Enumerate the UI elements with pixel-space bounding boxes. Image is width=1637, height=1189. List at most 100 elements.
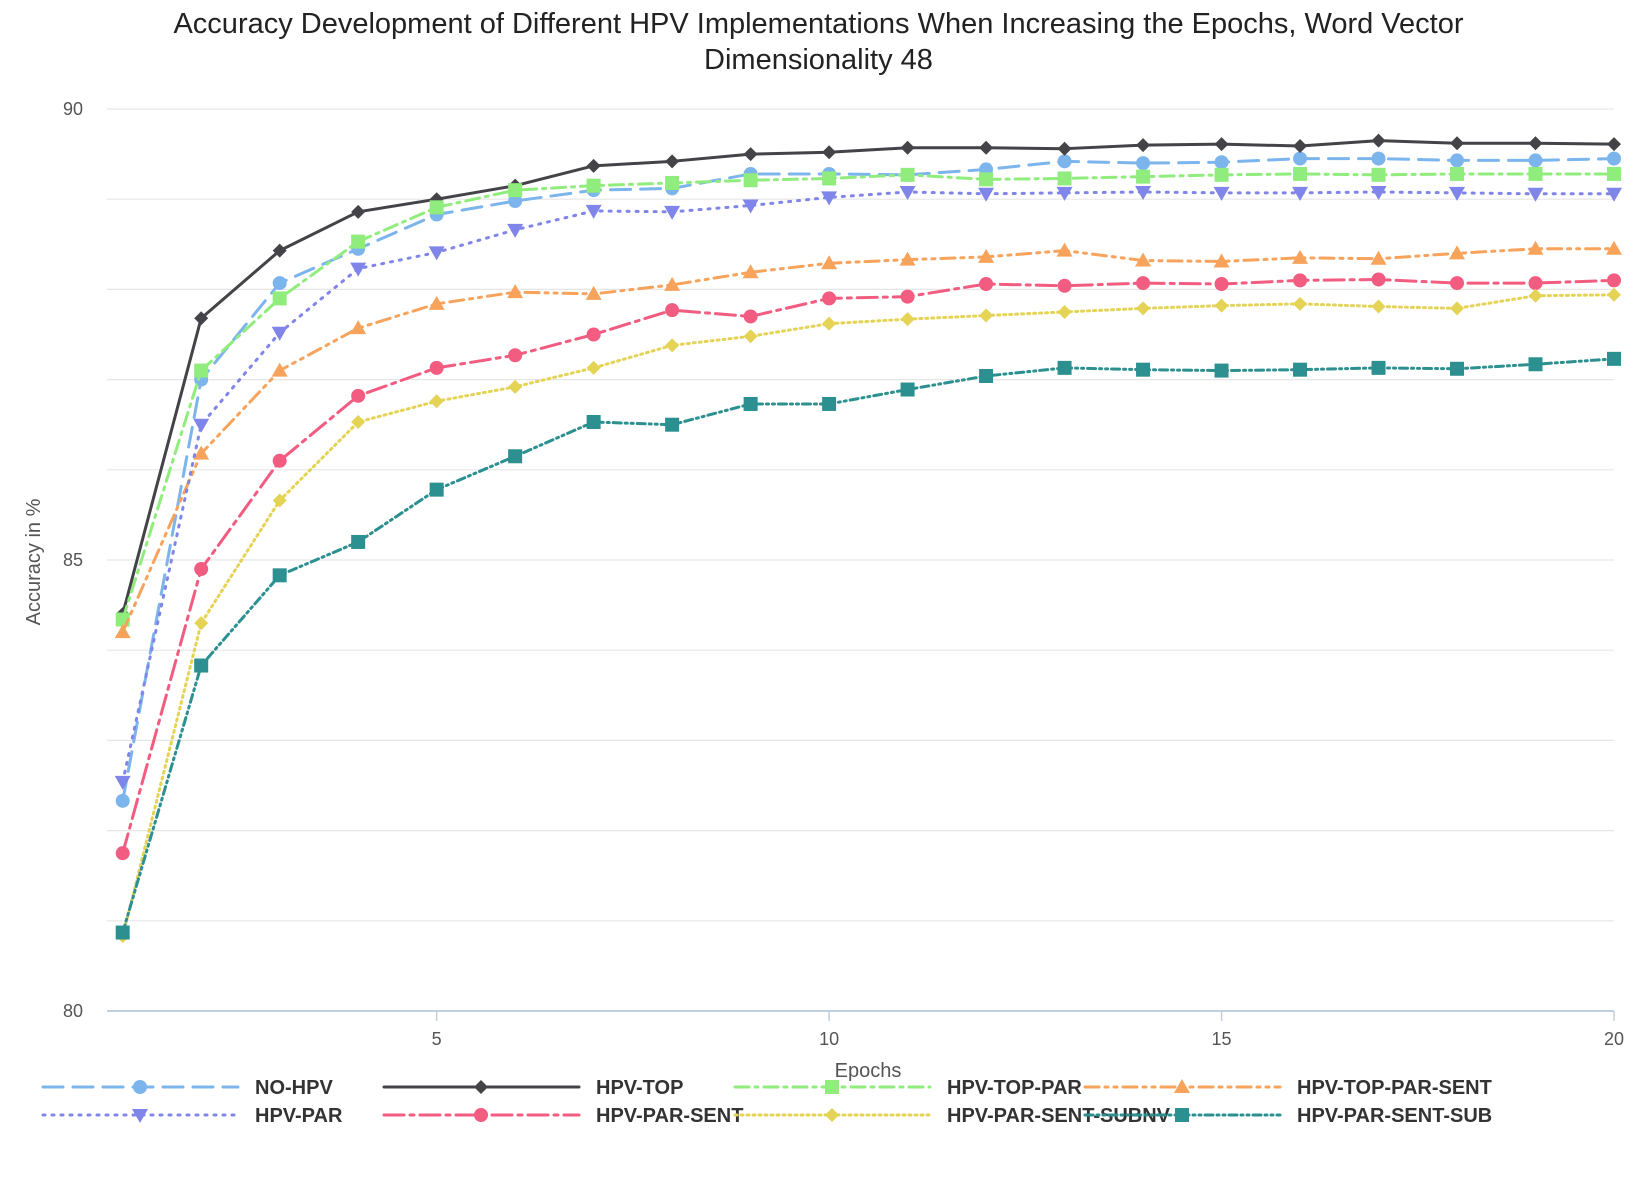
data-point [1607,166,1621,181]
data-point [194,616,209,631]
data-point [586,178,601,193]
data-point [1527,240,1544,255]
data-point [1136,169,1151,184]
series-hpv-top [115,133,1621,622]
data-point [1528,276,1543,291]
data-point [1528,288,1543,303]
data-point [272,453,287,468]
data-point [115,793,130,808]
x-tick-label: 15 [1212,1029,1232,1049]
data-point [821,191,838,206]
data-point [664,205,681,220]
data-point [585,204,602,219]
series-no-hpv [115,151,1621,808]
data-point [665,175,680,190]
data-point [507,284,524,299]
data-point [350,320,367,335]
data-point [1528,136,1543,151]
data-point [1527,187,1544,202]
data-point [1371,151,1386,166]
chart-title: Accuracy Development of Different HPV Im… [0,6,1637,78]
data-point [822,396,837,411]
data-point [1057,360,1072,375]
y-tick-label: 80 [63,1001,83,1021]
y-tick-label: 90 [63,99,83,119]
series-line [121,157,1616,803]
data-point [1136,301,1151,316]
data-point [1371,360,1386,375]
data-point [743,147,758,162]
legend-marker [1174,1079,1190,1093]
chart-title-line-1: Accuracy Development of Different HPV Im… [173,8,1464,40]
data-point [1450,153,1465,168]
data-point [822,316,837,331]
data-point [1607,351,1621,366]
data-point [1213,253,1230,268]
legend-item[interactable]: HPV-PAR-SENT [382,1105,743,1127]
data-point [1370,250,1387,265]
data-point [271,326,288,341]
data-point [115,925,130,940]
legend-marker [825,1080,839,1094]
legend-item[interactable]: HPV-TOP [382,1077,683,1099]
data-point [900,312,915,327]
data-point [1292,186,1309,201]
data-point [1528,153,1543,168]
data-point [271,362,288,377]
data-point [743,329,758,344]
data-point [1449,186,1466,201]
x-axis-title: Epochs [835,1060,902,1082]
data-point [1136,362,1151,377]
data-point [664,276,681,291]
data-point [665,154,680,169]
data-point [1450,166,1465,181]
data-point [1057,141,1072,156]
legend-item[interactable]: HPV-TOP-PAR [733,1077,1082,1099]
data-point [743,173,758,188]
legend-label: HPV-PAR-SENT-SUB [1297,1105,1492,1127]
legend-item[interactable]: HPV-TOP-PAR-SENT [1083,1077,1492,1099]
data-point [1528,166,1543,181]
legend-item[interactable]: HPV-PAR-SENT-SUBNV [733,1105,1171,1127]
data-point [1213,186,1230,201]
data-point [351,414,366,429]
data-point [194,562,209,577]
data-point [429,360,444,375]
data-point [1135,252,1152,267]
legend-item[interactable]: HPV-PAR-SENT-SUB [1083,1105,1492,1127]
data-point [508,194,523,209]
data-point [272,243,287,258]
data-point [1606,240,1622,255]
data-point [272,568,287,583]
data-point [1293,296,1308,311]
data-point [979,308,994,323]
legend-label: HPV-TOP [596,1077,683,1099]
series-hpv-par [114,185,1622,790]
data-point [351,534,366,549]
data-point [1370,185,1387,200]
data-point [1450,276,1465,291]
data-point [979,172,994,187]
data-point [1292,249,1309,264]
data-point [1606,187,1622,202]
data-point [1449,245,1466,260]
data-point [822,145,837,160]
data-point [978,187,995,202]
y-tick-label: 85 [63,550,83,570]
legend-item[interactable]: HPV-PAR [41,1105,343,1127]
data-point [1214,276,1229,291]
data-point [193,418,210,433]
data-point [1293,362,1308,377]
legend-item[interactable]: NO-HPV [41,1077,333,1099]
data-point [586,360,601,375]
data-point [586,414,601,429]
legend-marker [825,1108,839,1122]
series-line [121,247,1616,634]
data-point [115,846,130,861]
x-tick-label: 5 [432,1029,442,1049]
data-point [1214,298,1229,313]
data-point [979,276,994,291]
data-point [900,289,915,304]
data-point [1528,357,1543,372]
series-line [121,172,1616,622]
